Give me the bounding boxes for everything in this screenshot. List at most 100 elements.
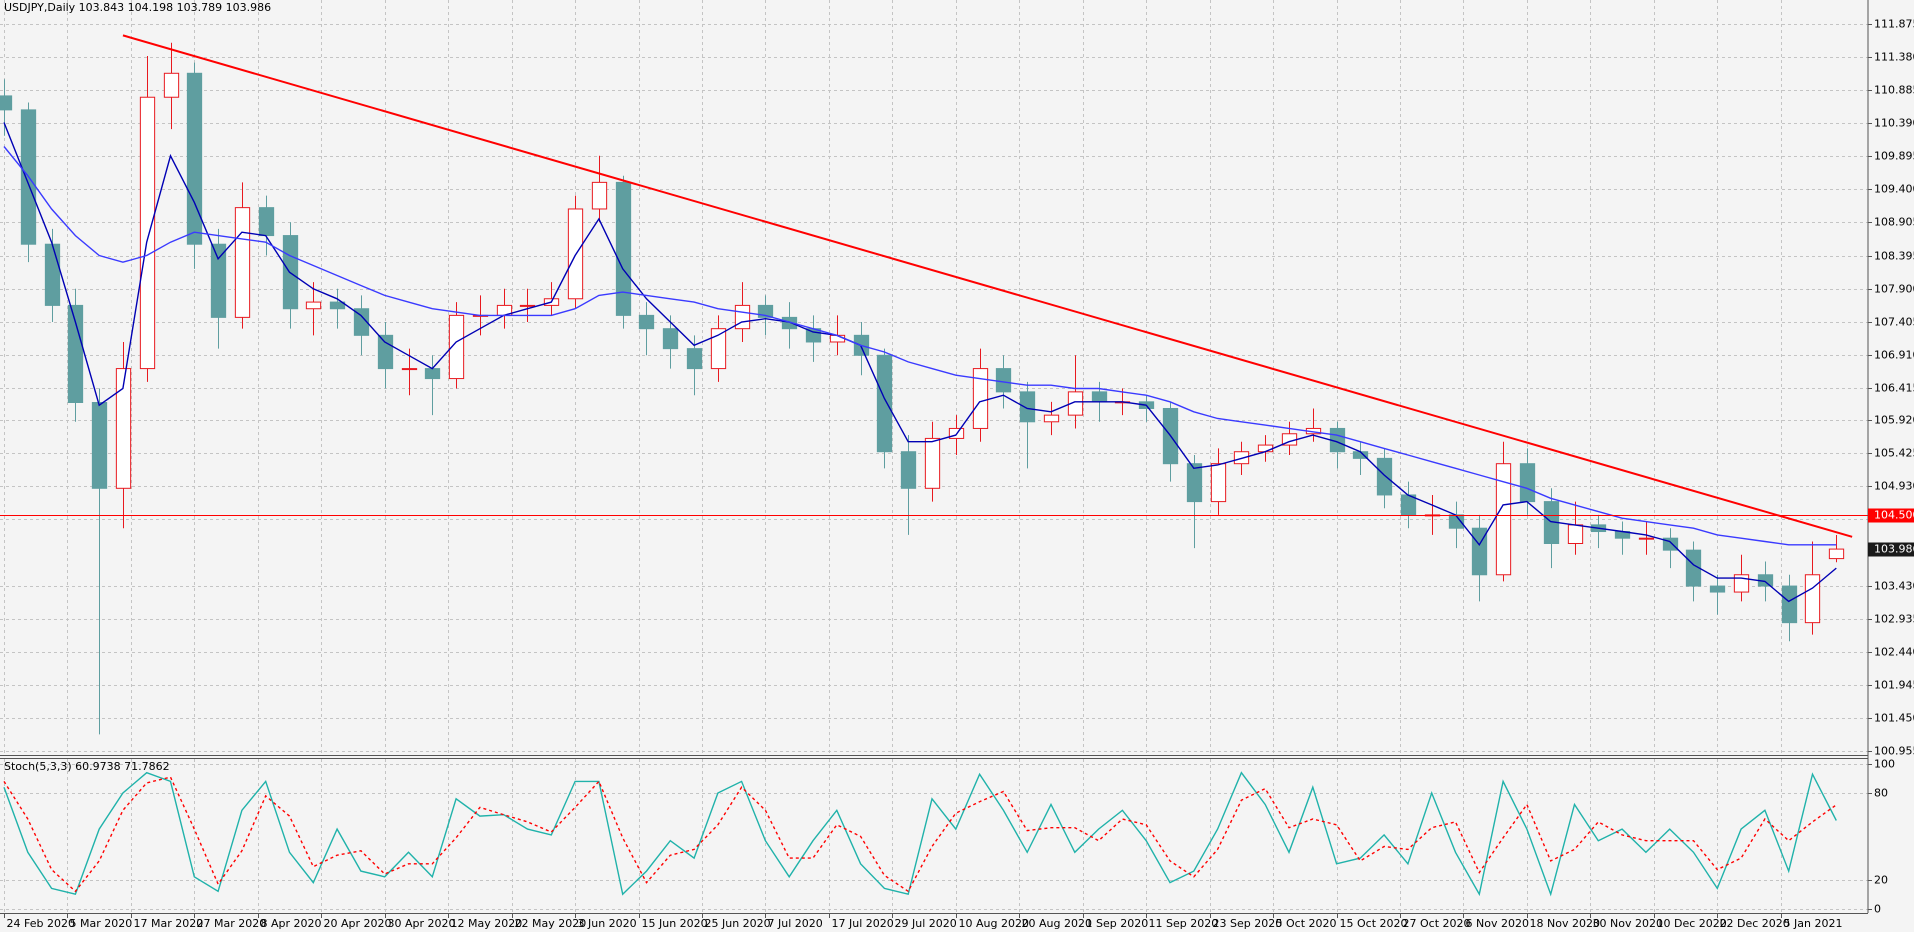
candle-body: [1662, 537, 1679, 551]
candle-body: [163, 72, 180, 98]
y-tick-label: 100: [1874, 758, 1895, 771]
y-tick-label: 110.885: [1874, 84, 1914, 97]
y-tick-label: 20: [1874, 874, 1888, 887]
x-tick-label: 30 Nov 2020: [1593, 917, 1663, 930]
candle-body: [1781, 585, 1798, 624]
candle-body: [519, 304, 536, 307]
x-tick-label: 24 Feb 2020: [7, 917, 75, 930]
indicator-line: [3, 122, 1837, 603]
candle-body: [734, 304, 751, 330]
x-tick-label: 8 Apr 2020: [261, 917, 322, 930]
y-tick-label: 106.415: [1874, 382, 1914, 395]
candle-body: [1495, 463, 1512, 576]
x-tick-label: 10 Dec 2020: [1657, 917, 1727, 930]
candle-body: [448, 314, 465, 380]
trendline: [122, 34, 1853, 538]
mark-layer: [0, 34, 1868, 897]
grid-layer: [0, 0, 1868, 913]
indicator-header: Stoch(5,3,3) 60.9738 71.7862: [4, 760, 170, 773]
x-tick-label: 11 Sep 2020: [1149, 917, 1219, 930]
candle-body: [1091, 391, 1108, 403]
candle-body: [1709, 585, 1726, 593]
y-tick-label: 111.875: [1874, 18, 1914, 31]
x-tick-label: 5 Oct 2020: [1276, 917, 1337, 930]
indicator-line: [3, 146, 1837, 546]
x-tick-label: 3 Jun 2020: [578, 917, 637, 930]
x-tick-label: 18 Nov 2020: [1530, 917, 1600, 930]
candle-body: [1186, 463, 1203, 503]
y-tick-label: 102.440: [1874, 646, 1914, 659]
level-label: 104.500: [1874, 509, 1914, 522]
y-tick-label: 105.425: [1874, 447, 1914, 460]
x-tick-label: 20 Apr 2020: [324, 917, 392, 930]
candle-body: [1828, 548, 1845, 560]
x-tick-label: 22 May 2020: [515, 917, 587, 930]
candle-body: [424, 368, 441, 380]
indicator-line: [3, 776, 1837, 893]
x-tick-label: 10 Aug 2020: [959, 917, 1029, 930]
candle-body: [377, 334, 394, 370]
y-tick-label: 80: [1874, 787, 1888, 800]
x-tick-label: 15 Jun 2020: [642, 917, 708, 930]
candle-body: [139, 96, 156, 370]
candle-body: [258, 207, 275, 237]
price-label-box: [1868, 542, 1914, 557]
candle-body: [638, 314, 655, 330]
x-tick-label: 30 Apr 2020: [388, 917, 456, 930]
candle-body: [1210, 463, 1227, 503]
candle-body: [924, 437, 941, 489]
x-tick-label: 17 Jul 2020: [832, 917, 894, 930]
y-tick-label: 106.910: [1874, 349, 1914, 362]
x-tick-label: 6 Nov 2020: [1466, 917, 1529, 930]
y-tick-label: 110.390: [1874, 117, 1914, 130]
candle-body: [305, 301, 322, 310]
y-tick-label: 109.400: [1874, 183, 1914, 196]
candle-body: [1257, 444, 1274, 453]
candle-body: [710, 328, 727, 370]
candle-body: [662, 328, 679, 350]
candle-body: [972, 368, 989, 429]
candle-body: [757, 304, 774, 318]
x-tick-label: 5 Jan 2021: [1784, 917, 1843, 930]
candle-body: [329, 301, 346, 310]
candle-body: [591, 181, 608, 210]
indicator-line: [3, 771, 1837, 897]
candle-body: [1733, 574, 1750, 593]
y-tick-label: 105.920: [1874, 414, 1914, 427]
candle-body: [234, 207, 251, 318]
candle-body: [1019, 391, 1036, 423]
x-tick-label: 27 Mar 2020: [197, 917, 267, 930]
chart-header: USDJPY,Daily 103.843 104.198 103.789 103…: [4, 1, 271, 14]
x-tick-label: 17 Mar 2020: [134, 917, 204, 930]
candle-body: [686, 348, 703, 370]
candle-body: [900, 451, 917, 489]
candle-body: [1067, 391, 1084, 416]
y-tick-label: 101.450: [1874, 712, 1914, 725]
candle-body: [1519, 463, 1536, 503]
candle-body: [44, 243, 61, 306]
x-tick-label: 5 Mar 2020: [70, 917, 133, 930]
y-tick-label: 102.935: [1874, 613, 1914, 626]
x-tick-label: 12 May 2020: [451, 917, 523, 930]
candle-body: [1638, 537, 1655, 540]
candle-body: [1448, 514, 1465, 529]
y-tick-label: 107.405: [1874, 316, 1914, 329]
y-tick-label: 101.945: [1874, 679, 1914, 692]
candle-body: [0, 95, 13, 111]
y-tick-label: 104.930: [1874, 480, 1914, 493]
x-tick-label: 22 Dec 2020: [1720, 917, 1790, 930]
candle-body: [210, 243, 227, 318]
level-label-box: [1868, 508, 1914, 523]
x-tick-label: 25 Jun 2020: [705, 917, 771, 930]
candle-body: [353, 308, 370, 336]
y-tick-label: 0: [1874, 903, 1881, 916]
candle-body: [186, 72, 203, 245]
y-tick-label: 109.895: [1874, 150, 1914, 163]
candle-body: [1804, 574, 1821, 624]
x-tick-label: 15 Oct 2020: [1340, 917, 1408, 930]
candle-body: [781, 316, 798, 330]
